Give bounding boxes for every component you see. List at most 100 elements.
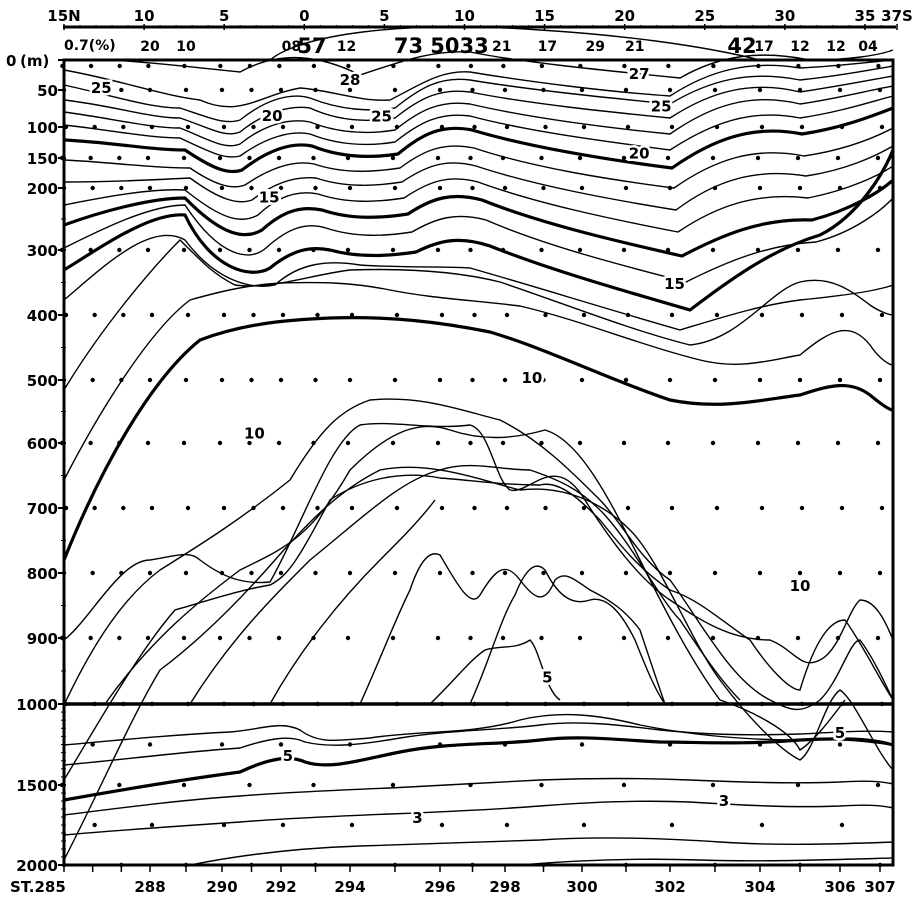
sample-dot bbox=[437, 185, 443, 191]
sample-dot bbox=[541, 185, 546, 191]
sample-dot bbox=[710, 635, 716, 641]
sample-dot bbox=[347, 87, 353, 93]
sample-dot bbox=[500, 635, 506, 641]
isotherm-label: 3 bbox=[412, 809, 422, 827]
sample-dot bbox=[667, 87, 673, 93]
sample-dot bbox=[625, 505, 631, 511]
cloud-row-value: 12 bbox=[826, 39, 845, 55]
station-label: 296 bbox=[424, 878, 455, 896]
sample-dot bbox=[60, 63, 65, 69]
sample-dot bbox=[795, 440, 801, 446]
cloud-row-value: 21 bbox=[492, 39, 511, 55]
sample-dot bbox=[92, 505, 97, 511]
sample-dot bbox=[665, 155, 671, 161]
sample-dot bbox=[502, 87, 508, 93]
sample-dot bbox=[543, 701, 548, 707]
isotherm-label: 10 bbox=[244, 425, 265, 443]
sample-dot bbox=[543, 312, 548, 318]
sample-dot bbox=[315, 505, 320, 511]
sample-dot bbox=[500, 440, 506, 446]
sample-dot bbox=[394, 312, 400, 318]
sample-dot bbox=[249, 862, 254, 868]
sample-dot bbox=[468, 440, 473, 446]
sample-dot bbox=[759, 312, 765, 318]
sample-dot bbox=[879, 124, 885, 130]
sample-dot bbox=[437, 570, 443, 576]
sample-dot bbox=[217, 440, 223, 446]
sample-dot bbox=[759, 124, 765, 130]
sample-dot bbox=[875, 440, 881, 446]
sample-dot bbox=[88, 635, 93, 641]
sample-dot bbox=[795, 247, 801, 253]
isotherm-label: 20 bbox=[629, 145, 650, 163]
sample-dot bbox=[755, 247, 761, 253]
latitude-tick-label: 25 bbox=[694, 7, 715, 25]
sample-dot bbox=[623, 87, 629, 93]
sample-dot bbox=[247, 440, 252, 446]
sample-dot bbox=[875, 782, 881, 788]
sample-dot bbox=[249, 87, 254, 93]
sample-dot bbox=[390, 247, 396, 253]
sample-dot bbox=[797, 377, 803, 383]
sample-dot bbox=[625, 124, 631, 130]
sample-dot bbox=[117, 63, 122, 69]
sample-dot bbox=[349, 505, 355, 511]
sample-dot bbox=[504, 505, 510, 511]
sample-dot bbox=[501, 63, 506, 69]
sample-dot bbox=[665, 635, 671, 641]
depth-tick-label: 150 bbox=[27, 150, 58, 168]
station-label: 294 bbox=[334, 878, 365, 896]
sample-dot bbox=[437, 377, 443, 383]
isotherm-7b bbox=[104, 425, 846, 752]
sample-dot bbox=[669, 124, 675, 130]
sample-dot bbox=[581, 124, 587, 130]
sample-dot bbox=[539, 155, 544, 161]
sample-dot bbox=[392, 377, 398, 383]
depth-unit-label: (m) bbox=[20, 52, 49, 70]
isotherm-15 bbox=[63, 197, 894, 283]
isotherm-4-5 bbox=[63, 722, 894, 766]
sample-dot bbox=[145, 155, 151, 161]
sample-dot bbox=[149, 505, 155, 511]
latitude-tick-label: 0 bbox=[299, 7, 309, 25]
sample-dot bbox=[392, 862, 398, 868]
isotherm-label: 25 bbox=[651, 97, 672, 115]
sample-dot bbox=[577, 440, 583, 446]
sample-dot bbox=[879, 312, 885, 318]
sample-dot bbox=[392, 570, 398, 576]
sample-dot bbox=[712, 570, 718, 576]
sample-dot bbox=[147, 570, 153, 576]
sample-dot bbox=[623, 862, 629, 868]
isotherm-3 bbox=[63, 800, 894, 836]
sample-dot bbox=[185, 124, 191, 130]
sample-dot bbox=[839, 505, 845, 511]
sample-dot bbox=[579, 87, 585, 93]
sample-dot bbox=[795, 635, 801, 641]
isotherm-label: 15 bbox=[664, 275, 685, 293]
sample-dot bbox=[147, 377, 153, 383]
sample-dot bbox=[311, 782, 316, 788]
isotherm-label: 10 bbox=[522, 369, 543, 387]
isotherm-5 bbox=[469, 565, 666, 705]
sample-dot bbox=[251, 124, 256, 130]
sample-dot bbox=[468, 63, 474, 69]
sample-dot bbox=[183, 862, 189, 868]
latitude-tick-label: 15N bbox=[47, 7, 80, 25]
sample-dot bbox=[149, 701, 155, 707]
sample-dot bbox=[280, 124, 286, 130]
sample-dot bbox=[621, 155, 627, 161]
isotherm-contours bbox=[62, 26, 895, 866]
isotherm-label: 3 bbox=[719, 792, 729, 810]
sample-dot bbox=[92, 312, 97, 318]
sample-dot bbox=[799, 701, 805, 707]
sample-dot bbox=[221, 505, 227, 511]
sample-dot bbox=[799, 124, 805, 130]
depth-tick-label: 500 bbox=[27, 372, 58, 390]
sample-dot bbox=[877, 570, 883, 576]
sample-dot bbox=[799, 312, 805, 318]
sample-dot bbox=[249, 377, 254, 383]
sample-dot bbox=[877, 862, 883, 868]
depth-tick-label: 900 bbox=[27, 630, 58, 648]
sample-dot bbox=[394, 701, 400, 707]
isotherm-2-5 bbox=[189, 837, 894, 866]
